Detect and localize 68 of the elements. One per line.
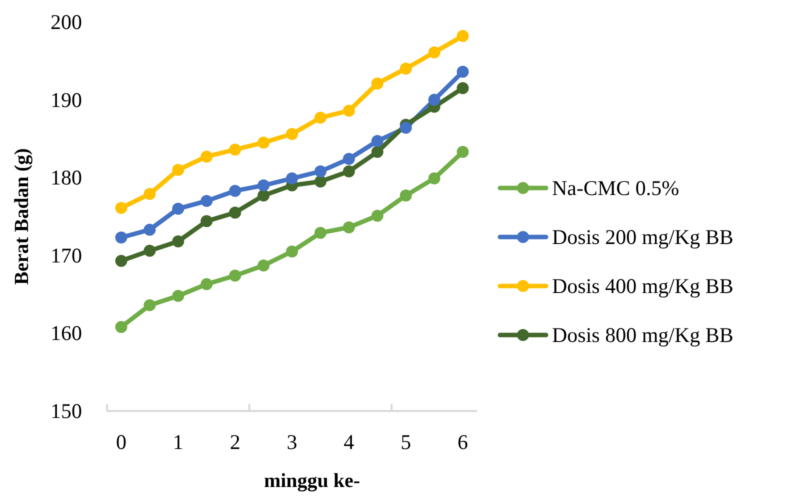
x-tick-label: 2 <box>230 430 240 454</box>
point <box>314 112 326 124</box>
point <box>342 221 355 234</box>
point <box>342 104 355 117</box>
point <box>200 215 213 228</box>
point <box>144 224 156 236</box>
point <box>371 135 384 148</box>
point <box>144 244 156 257</box>
x-axis-title: minggu ke- <box>264 470 360 492</box>
x-tick-label: 5 <box>400 430 412 454</box>
legend-label: Dosis 200 mg/Kg BB <box>552 225 734 249</box>
x-tick-label: 0 <box>116 430 126 454</box>
point <box>258 189 270 202</box>
point <box>172 202 184 215</box>
point <box>229 206 242 219</box>
legend-label: Dosis 400 mg/Kg BB <box>552 274 734 298</box>
point <box>456 66 469 78</box>
y-tick-label: 190 <box>50 88 82 112</box>
point <box>342 152 355 165</box>
point <box>172 164 184 176</box>
point <box>371 146 384 158</box>
point <box>371 210 384 222</box>
point <box>229 270 242 282</box>
x-tick-label: 1 <box>172 430 184 454</box>
x-tick-label: 3 <box>286 430 298 454</box>
point <box>428 46 440 58</box>
point <box>400 62 412 75</box>
point <box>200 150 213 163</box>
y-tick-label: 180 <box>50 166 82 190</box>
point <box>229 184 242 197</box>
point <box>314 226 326 239</box>
point <box>286 172 298 184</box>
point <box>172 235 184 248</box>
point <box>428 94 440 106</box>
legend-label: Na-CMC 0.5% <box>552 176 680 200</box>
point <box>229 144 242 156</box>
point <box>258 260 270 272</box>
y-axis-title: Berat Badan (g) <box>11 148 33 285</box>
point <box>456 146 469 158</box>
y-tick-label: 200 <box>50 10 82 34</box>
point <box>172 290 184 302</box>
y-tick-label: 170 <box>50 243 82 268</box>
legend-label: Dosis 800 mg/Kg BB <box>552 323 734 347</box>
point <box>314 175 326 188</box>
point <box>200 194 213 207</box>
point <box>400 189 412 202</box>
point <box>115 202 128 214</box>
point <box>258 179 270 192</box>
y-tick-label: 150 <box>50 399 82 423</box>
point <box>258 136 270 149</box>
point <box>115 232 128 244</box>
point <box>400 122 412 134</box>
point <box>144 299 156 312</box>
point <box>286 246 298 258</box>
point <box>456 30 469 42</box>
x-tick-label: 6 <box>458 430 468 454</box>
y-tick-label: 160 <box>50 321 82 346</box>
point <box>342 165 355 178</box>
point <box>144 188 156 200</box>
point <box>200 278 213 290</box>
x-tick-label: 4 <box>344 430 355 454</box>
point <box>314 165 326 178</box>
point <box>115 254 128 267</box>
point <box>371 77 384 90</box>
point <box>286 128 298 140</box>
point <box>456 82 469 94</box>
point <box>428 172 440 184</box>
point <box>115 320 128 333</box>
